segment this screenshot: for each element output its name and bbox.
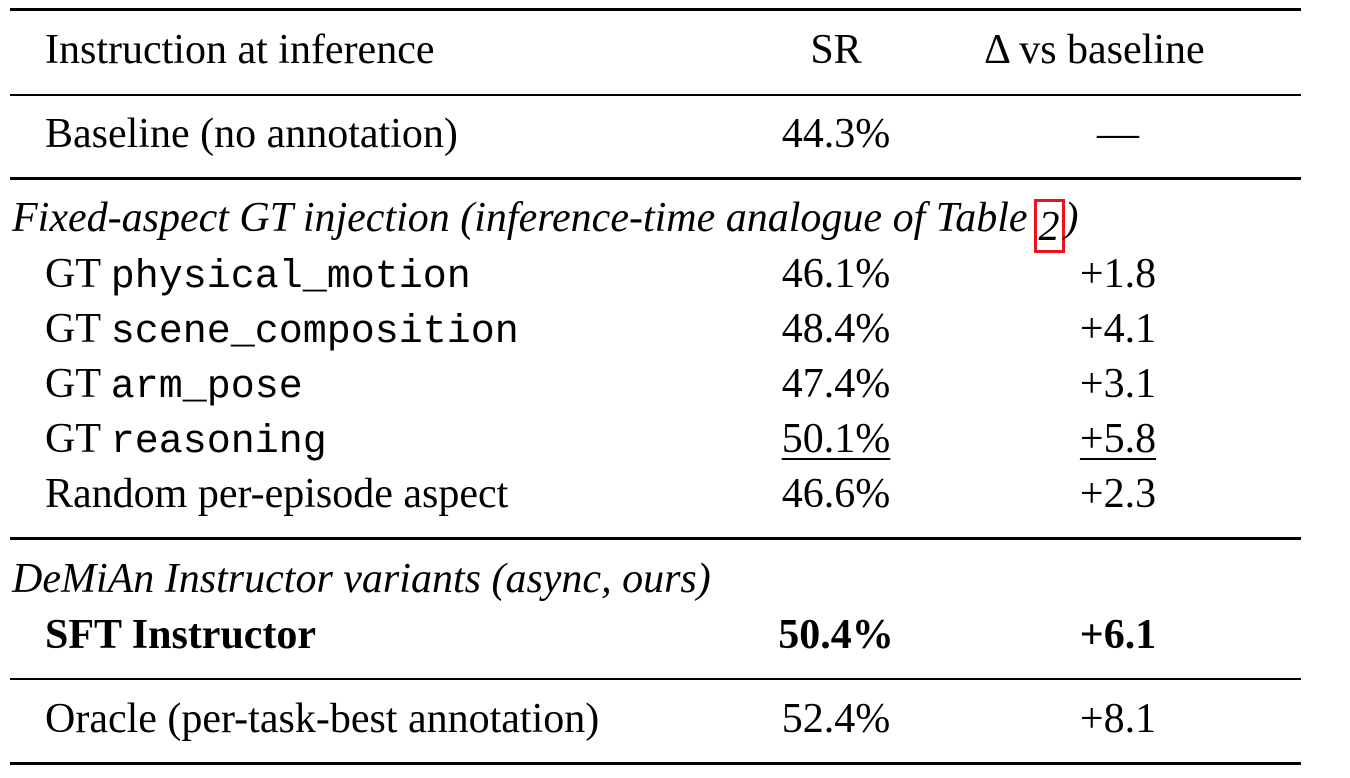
row-delta-scene-composition: +4.1: [1079, 306, 1157, 352]
top-rule: [10, 8, 1301, 11]
underlined-sr: 50.1%: [781, 416, 891, 462]
baseline-delta: —: [1097, 111, 1139, 157]
row-delta-random: +2.3: [1079, 471, 1157, 517]
row-sr-physical-motion: 46.1%: [781, 251, 891, 297]
aspect-code: arm_pose: [110, 365, 303, 410]
row-sr-reasoning: 50.1%: [770, 415, 902, 463]
aspect-code: scene_composition: [110, 310, 519, 355]
gt-prefix: GT: [45, 416, 101, 462]
baseline-sr: 44.3%: [781, 111, 891, 157]
section-demian: DeMiAn Instructor variants (async, ours): [12, 556, 711, 602]
header-sr: SR: [810, 27, 862, 73]
header-rule: [10, 94, 1301, 96]
bottom-rule: [10, 762, 1301, 765]
gt-prefix: GT: [45, 251, 101, 297]
gt-prefix: GT: [45, 361, 101, 407]
underlined-delta: +5.8: [1079, 416, 1157, 462]
row-label-random: Random per-episode aspect: [45, 471, 509, 517]
sft-delta: +6.1: [1079, 612, 1157, 658]
section-fixed-aspect: Fixed-aspect GT injection (inference-tim…: [12, 194, 1079, 253]
oracle-delta: +8.1: [1079, 696, 1157, 742]
section-rule-2: [10, 537, 1301, 540]
aspect-code: physical_motion: [110, 255, 471, 300]
aspect-code: reasoning: [110, 420, 327, 465]
row-sr-arm-pose: 47.4%: [781, 361, 891, 407]
sft-sr: 50.4%: [778, 612, 894, 658]
row-label-reasoning: GT reasoning: [45, 415, 327, 467]
sft-label: SFT Instructor: [45, 612, 317, 658]
oracle-label: Oracle (per-task-best annotation): [45, 696, 600, 742]
row-delta-reasoning: +5.8: [1070, 415, 1166, 463]
section-fixed-close: ): [1064, 195, 1079, 241]
gt-prefix: GT: [45, 306, 101, 352]
baseline-label: Baseline (no annotation): [45, 111, 458, 157]
row-sr-scene-composition: 48.4%: [781, 306, 891, 352]
section-fixed-text: Fixed-aspect GT injection (inference-tim…: [12, 195, 1028, 241]
header-delta: Δ vs baseline: [984, 27, 1205, 73]
row-label-physical-motion: GT physical_motion: [45, 250, 471, 302]
row-sr-random: 46.6%: [781, 471, 891, 517]
row-label-scene-composition: GT scene_composition: [45, 305, 519, 357]
row-delta-physical-motion: +1.8: [1079, 251, 1157, 297]
oracle-rule: [10, 678, 1301, 680]
row-label-arm-pose: GT arm_pose: [45, 360, 303, 412]
oracle-sr: 52.4%: [781, 696, 891, 742]
section-rule-1: [10, 177, 1301, 180]
table-reference-link[interactable]: 2: [1033, 199, 1065, 253]
header-instruction: Instruction at inference: [45, 27, 435, 73]
row-delta-arm-pose: +3.1: [1079, 361, 1157, 407]
